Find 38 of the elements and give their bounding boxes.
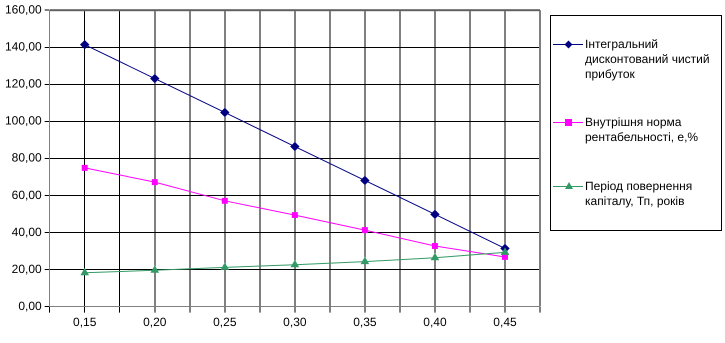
y-tick-label: 80,00 bbox=[12, 150, 42, 165]
point bbox=[80, 268, 89, 276]
y-tick-label: 0,00 bbox=[18, 298, 42, 313]
point bbox=[222, 198, 228, 204]
y-tick-label: 160,00 bbox=[5, 2, 42, 17]
point bbox=[362, 227, 368, 234]
point bbox=[150, 74, 160, 84]
point bbox=[430, 253, 439, 260]
point bbox=[220, 262, 229, 270]
point bbox=[220, 108, 230, 117]
x-tick-label: 0,30 bbox=[283, 315, 307, 330]
y-tick-label: 120,00 bbox=[5, 76, 42, 91]
x-tick-label: 0,40 bbox=[423, 315, 447, 330]
x-tick-label: 0,45 bbox=[493, 315, 517, 330]
point bbox=[290, 260, 299, 268]
y-tick-label: 100,00 bbox=[5, 114, 42, 128]
y-tick-label: 40,00 bbox=[12, 224, 42, 239]
point bbox=[432, 243, 438, 249]
x-tick-label: 0,35 bbox=[353, 315, 377, 330]
legend-label: Період повернення капіталу, Тп, років bbox=[585, 179, 694, 210]
point bbox=[80, 40, 90, 50]
x-tick-label: 0,15 bbox=[73, 315, 97, 330]
point bbox=[360, 257, 369, 264]
y-tick-label: 140,00 bbox=[5, 40, 42, 54]
point bbox=[360, 176, 370, 185]
legend-label: Інтегральний дисконтований чистий прибуток bbox=[585, 36, 711, 82]
y-tick-label: 60,00 bbox=[12, 188, 42, 202]
point bbox=[150, 266, 159, 273]
point bbox=[152, 179, 158, 186]
point bbox=[82, 164, 88, 171]
y-tick-label: 20,00 bbox=[12, 262, 42, 276]
x-tick-label: 0,20 bbox=[143, 315, 167, 330]
legend-label: Внутрішня норма рентабельності, е,% bbox=[585, 115, 700, 146]
x-tick-label: 0,25 bbox=[213, 315, 237, 330]
point bbox=[290, 142, 300, 152]
point bbox=[292, 212, 298, 218]
point bbox=[430, 210, 440, 219]
point bbox=[501, 248, 509, 255]
